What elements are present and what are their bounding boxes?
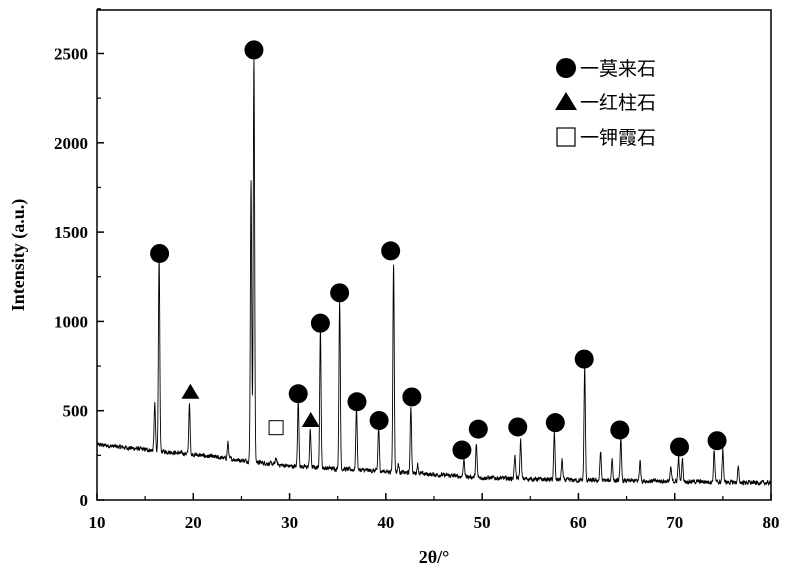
mullite-marker-icon bbox=[670, 437, 690, 457]
mullite-marker-icon bbox=[369, 411, 389, 431]
legend-label-kalsilite: 一钾霞石 bbox=[580, 127, 656, 149]
mullite-marker-icon bbox=[150, 244, 170, 264]
andalusite-marker-icon bbox=[181, 383, 200, 399]
andalusite-marker-icon bbox=[301, 411, 320, 427]
x-tick-label: 30 bbox=[281, 513, 298, 532]
y-tick-label: 2000 bbox=[54, 134, 88, 153]
x-tick-label: 20 bbox=[185, 513, 202, 532]
legend-square-icon bbox=[556, 127, 576, 147]
mullite-marker-icon bbox=[402, 387, 422, 407]
x-tick-label: 70 bbox=[666, 513, 683, 532]
mullite-marker-icon bbox=[310, 313, 330, 333]
y-tick-label: 2500 bbox=[54, 45, 88, 64]
x-tick-label: 10 bbox=[89, 513, 106, 532]
mullite-marker-icon bbox=[381, 241, 401, 261]
plot-frame bbox=[96, 9, 772, 501]
x-axis-title: 2θ/° bbox=[419, 547, 450, 567]
legend-triangle-icon bbox=[555, 92, 577, 110]
x-tick-label: 60 bbox=[570, 513, 587, 532]
axis-ticks bbox=[96, 8, 772, 501]
mullite-marker-icon bbox=[288, 384, 308, 404]
y-tick-label: 0 bbox=[80, 491, 89, 510]
legend: 一莫来石 一红柱石 一钾霞石 bbox=[555, 58, 656, 149]
mullite-marker-icon bbox=[508, 417, 528, 437]
mullite-marker-icon bbox=[707, 431, 727, 451]
kalsilite-marker-icon bbox=[268, 420, 284, 436]
tick-labels: 10 20 30 40 50 60 70 80 0 500 1000 1500 2000 2500 bbox=[54, 45, 780, 533]
legend-label-mullite: 一莫来石 bbox=[580, 58, 656, 80]
phase-markers bbox=[150, 40, 727, 460]
mullite-marker-icon bbox=[574, 349, 594, 369]
x-tick-label: 40 bbox=[377, 513, 394, 532]
mullite-marker-icon bbox=[468, 419, 488, 439]
x-tick-label: 80 bbox=[763, 513, 780, 532]
x-tick-label: 50 bbox=[474, 513, 491, 532]
y-tick-label: 1500 bbox=[54, 223, 88, 242]
mullite-marker-icon bbox=[330, 283, 350, 303]
mullite-marker-icon bbox=[347, 392, 367, 412]
legend-circle-icon bbox=[556, 58, 576, 78]
mullite-marker-icon bbox=[244, 40, 264, 60]
y-tick-label: 1000 bbox=[54, 312, 88, 331]
mullite-marker-icon bbox=[610, 420, 630, 440]
mullite-marker-icon bbox=[452, 440, 472, 460]
y-tick-label: 500 bbox=[63, 402, 89, 421]
mullite-marker-icon bbox=[545, 413, 565, 433]
legend-label-andalusite: 一红柱石 bbox=[580, 92, 656, 114]
y-axis-title: Intensity (a.u.) bbox=[8, 199, 29, 312]
xrd-pattern-line bbox=[96, 57, 772, 486]
